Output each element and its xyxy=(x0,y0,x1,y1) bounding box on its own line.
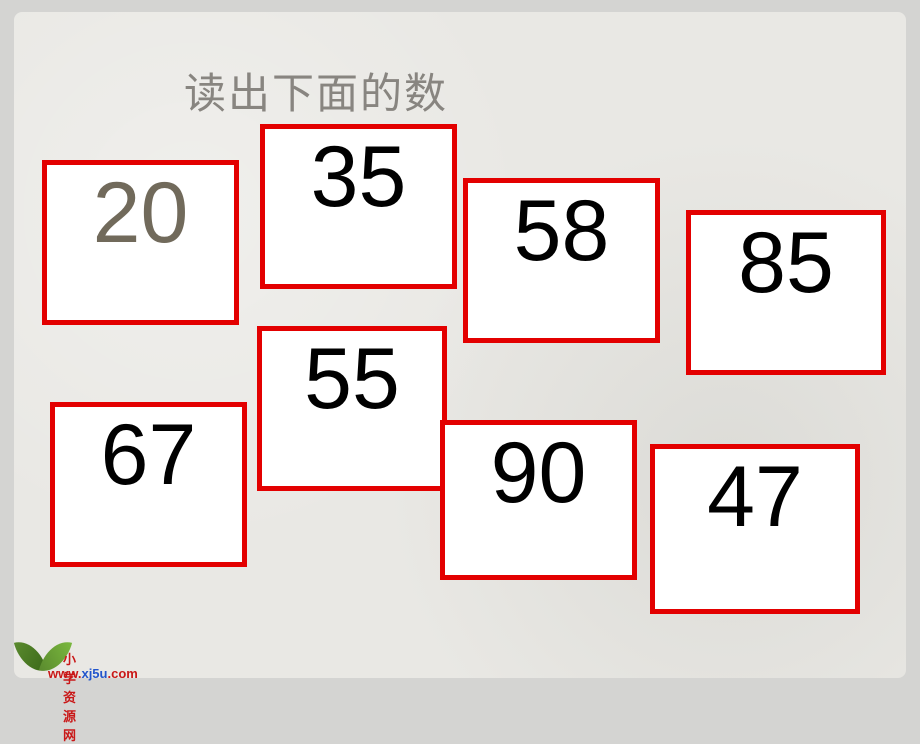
number-value: 20 xyxy=(93,170,189,256)
number-value: 58 xyxy=(514,188,610,274)
logo: 小学资源网 www.xj5u.com xyxy=(18,634,68,674)
number-box-47: 47 xyxy=(650,444,860,614)
slide-title: 读出下面的数 xyxy=(184,60,448,121)
number-box-20: 20 xyxy=(42,160,239,325)
logo-site-name: 小学资源网 xyxy=(63,649,76,744)
number-value: 90 xyxy=(491,430,587,516)
number-value: 55 xyxy=(304,336,400,422)
number-value: 85 xyxy=(738,220,834,306)
number-box-90: 90 xyxy=(440,420,637,580)
number-value: 67 xyxy=(101,412,197,498)
number-value: 35 xyxy=(311,134,407,220)
number-box-85: 85 xyxy=(686,210,886,375)
number-box-55: 55 xyxy=(257,326,447,491)
logo-url: www.xj5u.com xyxy=(48,666,138,681)
slide-container: 读出下面的数 20 35 58 85 67 55 90 47 小学资源网 www.xj5u.c… xyxy=(14,12,906,678)
number-value: 47 xyxy=(707,454,803,540)
number-box-35: 35 xyxy=(260,124,457,289)
number-box-67: 67 xyxy=(50,402,247,567)
number-box-58: 58 xyxy=(463,178,660,343)
